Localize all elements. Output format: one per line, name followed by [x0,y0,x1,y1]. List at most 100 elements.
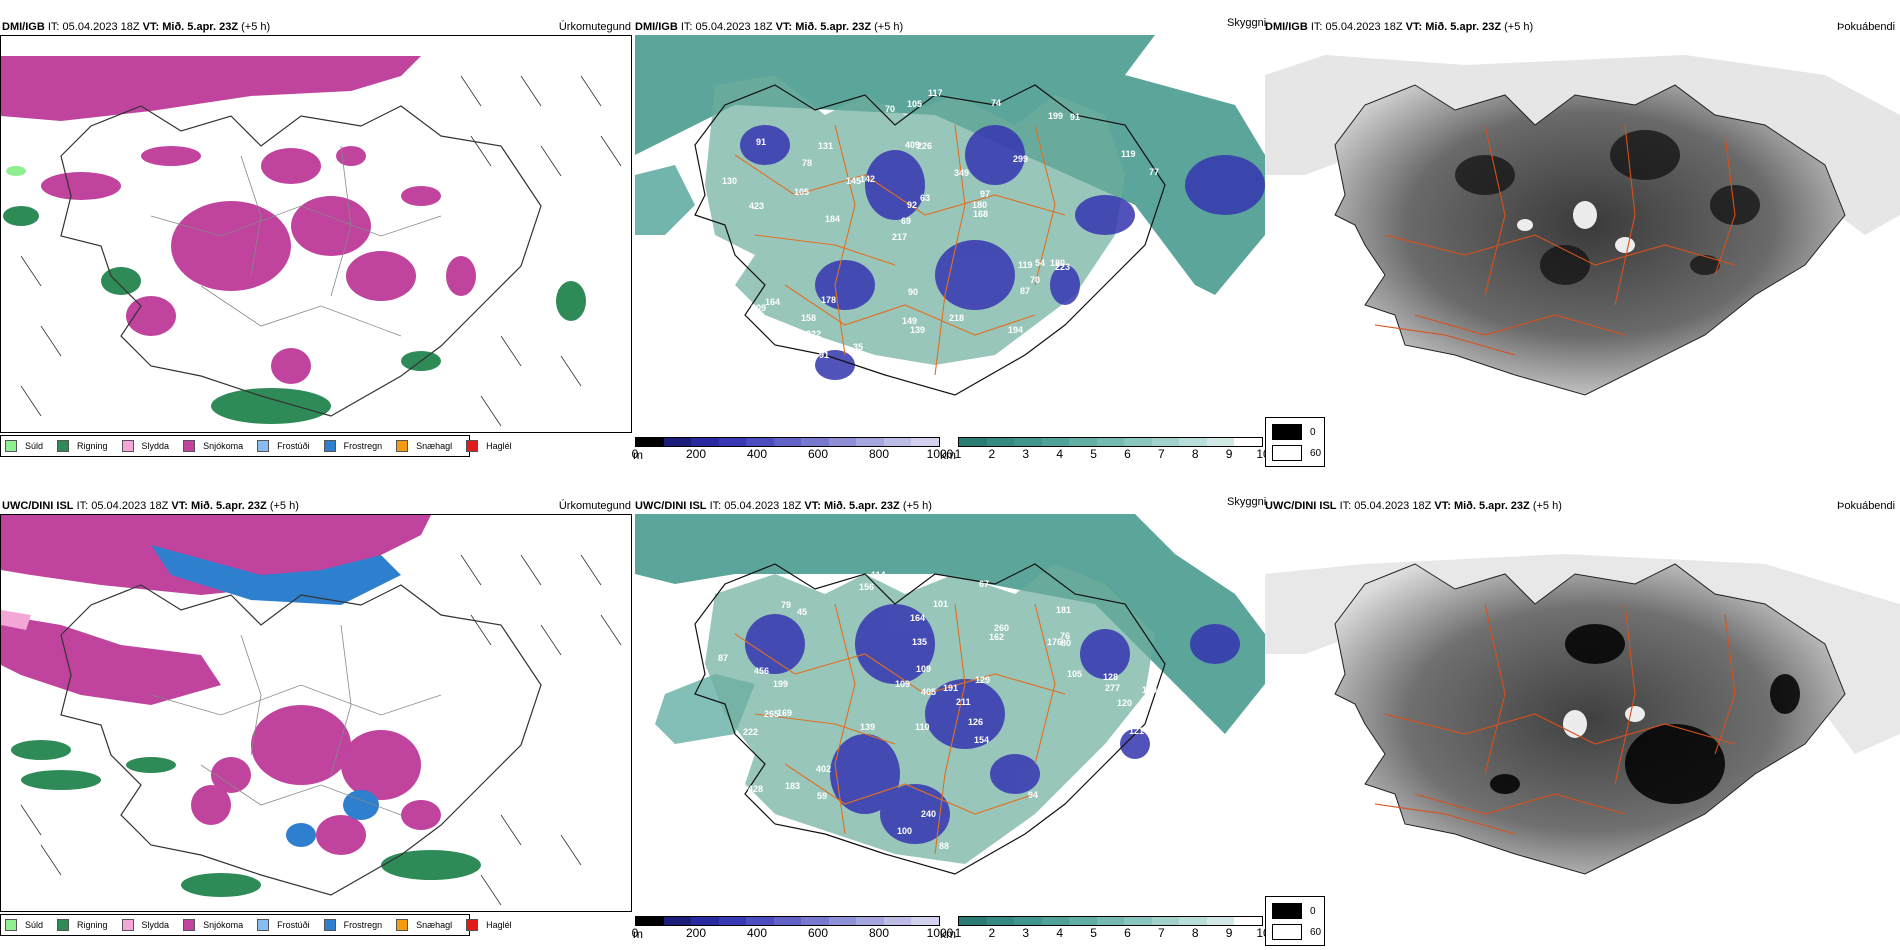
colorbar-ticks: 0 200 400 600 800 1000 [631,926,954,940]
station-value: 456 [754,666,769,676]
panel-header: UWC/DINI ISL IT: 05.04.2023 18Z VT: Mið.… [635,500,932,512]
legend-item: Haglél [466,440,512,452]
legend-swatch [121,919,134,931]
station-value: 119 [1018,260,1033,270]
fog-index-map [1265,35,1900,430]
fog-legend-high: 0 [1272,424,1316,440]
colorbar-swatch [959,438,987,446]
colorbar-swatch [1124,917,1152,925]
station-value: 258 [957,369,972,379]
colorbar-tick-label: 9 [1225,447,1233,461]
cloud-visibility-panel-row2: UWC/DINI ISL IT: 05.04.2023 18Z VT: Mið.… [631,492,1270,942]
colorbar-tick-label: 400 [746,926,768,940]
colorbar-tick-label: 400 [746,447,768,461]
station-value: 105 [794,187,809,197]
colorbar-swatch [1124,438,1152,446]
colorbar-tick-label: 600 [807,447,829,461]
station-value: 120 [1117,698,1132,708]
station-value: 117 [928,88,943,98]
legend-swatch [5,919,17,931]
colorbar-tick-label: 4 [1056,926,1063,940]
station-value: 194 [1008,325,1023,335]
station-value: 87 [1020,286,1030,296]
fog-swatch-black [1272,903,1302,919]
colorbar-swatch [773,438,802,446]
station-value: 162 [989,632,1004,642]
colorbar-tick-label: 7 [1157,926,1165,940]
station-value: 92 [907,200,917,210]
legend-swatch [257,440,270,452]
panel-title: Úrkomutegund [558,500,631,512]
panel-title: Þokuábendi [1837,21,1896,33]
station-value: 277 [1105,683,1120,693]
fog-index-map [1265,514,1900,909]
colorbar-swatch [1041,917,1070,925]
station-value: 59 [817,791,827,801]
station-value: 94 [1028,790,1038,800]
colorbar-swatch [1151,438,1180,446]
station-value: 409 [905,140,920,150]
station-value: 226 [917,141,932,151]
colorbar-swatch [636,438,664,446]
station-value: 169 [777,708,792,718]
colorbar-swatch [1041,438,1070,446]
legend-item: Rigning [57,440,108,452]
station-value: 158 [801,313,816,323]
station-value: 349 [954,168,969,178]
ceiling-colorbar: m 0 200 400 600 800 1000 [631,916,954,941]
station-value: 218 [949,313,964,323]
station-value: 91 [1070,112,1080,122]
colorbar-swatch [856,438,884,446]
station-value: 222 [806,329,821,339]
legend-item: Snæhagl [396,919,452,931]
fog-index-panel-row1: DMI/IGB IT: 05.04.2023 18Z VT: Mið. 5.ap… [1265,13,1900,467]
colorbar-tick-label: 800 [868,447,890,461]
station-value: 405 [921,687,936,697]
fog-legend-high: 0 [1272,903,1316,919]
visibility-colorbar: km 1 2 3 4 5 6 7 8 9 10 [940,437,1270,462]
colorbar-swatch [801,438,829,446]
station-value: 135 [912,637,927,647]
colorbar-ticks: 1 2 3 4 5 6 7 8 9 10 [954,447,1270,461]
colorbar-swatch [1096,917,1125,925]
colorbar-tick-label: 4 [1056,447,1063,461]
station-value: 74 [991,98,1001,108]
station-value-labels: 114 181 110 154 169 176 222 162 211 156 139 240 105 4… [718,570,1157,851]
station-value: 164 [910,613,925,623]
station-value: 129 [975,675,990,685]
station-value: 119 [1121,149,1136,159]
colorbar-swatch [1206,438,1235,446]
colorbar-tick-label: 8 [1191,447,1199,461]
colorbar-tick-label: 1 [954,447,962,461]
colorbar-swatches [635,437,940,447]
colorbar-tick-label: 600 [807,926,829,940]
colorbar-tick-label: 0 [631,926,639,940]
legend-item: Frostregn [323,440,382,452]
colorbar-swatch [691,917,719,925]
station-value: 114 [871,570,886,580]
station-value: 45 [797,607,807,617]
station-value: 176 [1047,637,1062,647]
station-value: 130 [722,176,737,186]
colorbar-swatch [801,917,829,925]
station-value: 63 [920,193,930,203]
legend-item: Frostregn [323,919,382,931]
panel-title: Skyggni [1227,17,1267,29]
station-value: 181 [1056,605,1071,615]
station-value: 97 [980,189,990,199]
legend-swatch [396,919,409,931]
panel-header: UWC/DINI ISL IT: 05.04.2023 18Z VT: Mið.… [2,500,299,512]
colorbar-swatch [828,917,857,925]
colorbar-tick-label: 800 [868,926,890,940]
station-value: 142 [860,174,875,184]
station-value: 178 [821,295,836,305]
station-value: 87 [718,653,728,663]
fog-legend: 0 60 [1265,417,1325,467]
station-value: 179 [1142,685,1157,695]
colorbar-ticks: 0 200 400 600 800 1000 [632,447,954,461]
station-value: 105 [1067,669,1082,679]
station-value: 145 [846,176,861,186]
cloud-visibility-panel-row1: DMI/IGB IT: 05.04.2023 18Z VT: Mið. 5.ap… [632,13,1270,463]
colorbar-swatch [1206,917,1235,925]
colorbar-swatch [1069,917,1097,925]
